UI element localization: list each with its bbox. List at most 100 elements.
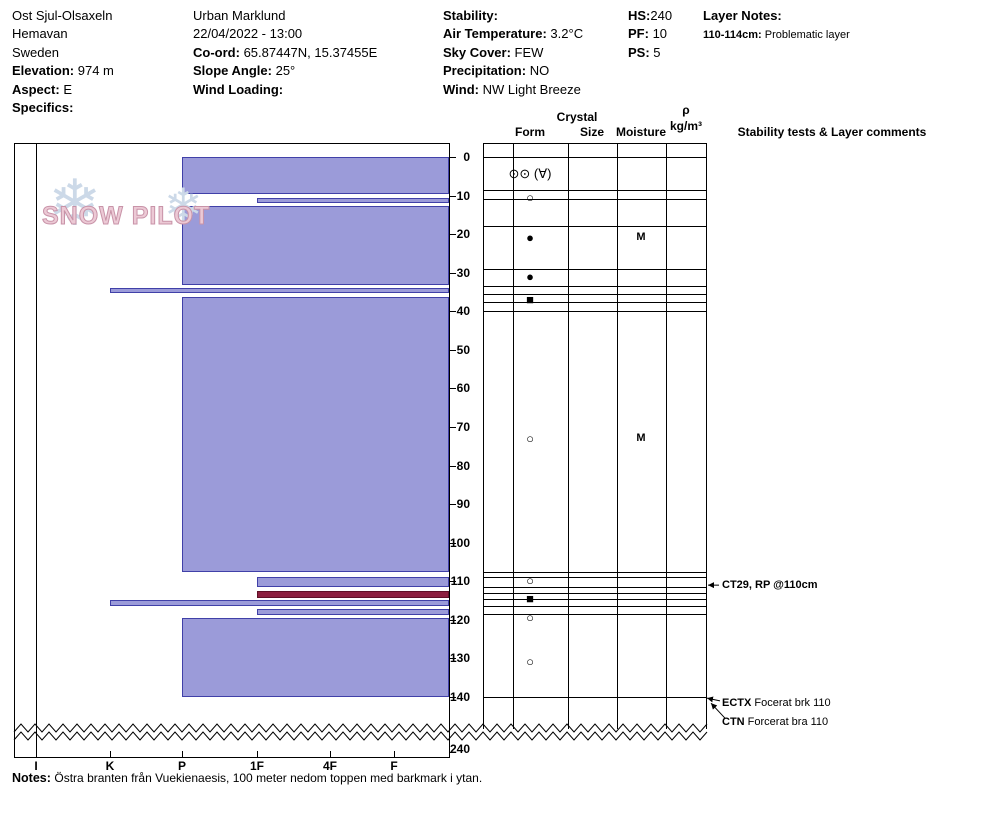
logo-text: SNOW PILOT <box>41 202 211 231</box>
air-temp-label: Air Temperature: <box>443 26 547 42</box>
coordinates: Co-ord: 65.87447N, 15.37455E <box>193 44 377 62</box>
hardness-axis-label: F <box>390 759 398 773</box>
layer-boundary-line <box>483 190 706 192</box>
depth-tick <box>449 581 456 583</box>
elevation-label: Elevation: <box>12 63 75 79</box>
ice-formation-symbol: ■ <box>526 590 534 606</box>
depth-label: 30 <box>456 265 470 280</box>
depth-tick <box>449 311 456 313</box>
hardness-axis-label: 1F <box>249 759 264 773</box>
layer-boundary-line <box>483 311 706 313</box>
snow-layer <box>110 599 449 607</box>
wind-loading-label: Wind Loading: <box>193 81 284 97</box>
melt-forms-symbol: ○ <box>526 189 534 205</box>
depth-tick <box>449 619 456 621</box>
columns-frame-top <box>483 143 706 144</box>
elevation-value: 974 m <box>77 63 114 79</box>
snow-layer <box>182 157 449 194</box>
coord-value: 65.87447N, 15.37455E <box>243 44 378 60</box>
slope-angle-label: Slope Angle: <box>193 63 272 79</box>
stability-test-annotation: CT29, RP @110cm <box>722 578 818 592</box>
sky-cover: Sky Cover: FEW <box>443 44 583 62</box>
depth-tick <box>449 388 456 390</box>
layer-boundary-line <box>483 226 706 228</box>
layer-boundary-line <box>483 614 706 616</box>
hs-label: HS: <box>628 8 651 23</box>
depth-tick <box>449 504 456 506</box>
layer-boundary-line <box>483 577 706 579</box>
depth-tick <box>449 427 456 428</box>
depth-label: 70 <box>456 420 470 434</box>
observer-name: Urban Marklund <box>193 8 286 23</box>
surface-mixed-forms-symbol: ⊙⊙ (∀) <box>508 166 552 182</box>
wind-value: NW Light Breeze <box>482 81 581 97</box>
column-divider <box>617 143 618 729</box>
hardness-tick <box>330 751 331 757</box>
hardness-tick <box>110 751 111 757</box>
slope-angle-value: 25° <box>275 63 296 79</box>
layer-boundary-line <box>483 286 706 288</box>
hardness-axis-label: 4F <box>322 759 337 773</box>
pf-value: 10 <box>652 26 668 42</box>
air-temperature: Air Temperature: 3.2°C <box>443 25 583 43</box>
hardness-axis-label: I <box>34 759 38 773</box>
depth-tick <box>449 234 456 236</box>
layer-boundary-line <box>483 571 706 573</box>
snow-layer <box>257 577 449 587</box>
depth-tick <box>449 752 456 753</box>
depth-label: 80 <box>456 458 470 473</box>
layer-notes-column: Layer Notes: 110-114cm: Problematic laye… <box>703 7 850 42</box>
site-name: Ost Sjul-Olsaxeln <box>12 8 113 23</box>
profile-frame-left <box>14 143 15 757</box>
depth-label: 110 <box>450 574 470 589</box>
sky-cover-label: Sky Cover: <box>443 44 511 60</box>
test-result: ECTX <box>722 696 752 709</box>
crystal-header: Crystal <box>556 110 598 124</box>
hardness-axis-label: P <box>177 759 186 773</box>
layer-boundary-line <box>483 199 706 201</box>
site-elevation: Elevation: 974 m <box>12 62 114 80</box>
pit-stats-column: HS:240 PF: 10 PS: 5 <box>628 7 672 62</box>
depth-label: 40 <box>456 304 470 319</box>
problematic-layer <box>257 590 449 598</box>
snowpilot-logo: ❄ ❄ SNOW PILOT <box>41 167 252 250</box>
layer-boundary-line <box>483 268 706 270</box>
ps-label: PS: <box>628 44 650 60</box>
melt-forms-symbol: ○ <box>526 654 534 670</box>
moisture-header: Moisture <box>615 125 666 139</box>
precipitation: Precipitation: NO <box>443 62 583 80</box>
layer-boundary-line <box>483 592 706 594</box>
profile-frame-right <box>449 143 450 757</box>
snow-layer <box>182 296 449 572</box>
layer-boundary-line <box>483 157 706 158</box>
pit-notes: Notes: Östra branten från Vuekienaesis, … <box>12 771 482 785</box>
form-header: Form <box>515 125 545 139</box>
rounded-grains-symbol: ● <box>526 268 534 284</box>
slope-angle: Slope Angle: 25° <box>193 62 377 80</box>
hardness-tick <box>257 751 258 757</box>
depth-tick <box>449 157 456 158</box>
hardness-tick <box>394 751 395 757</box>
snow-layer <box>257 609 449 615</box>
snowflake-icon: ❄ <box>48 167 102 239</box>
profile-frame-bottom <box>14 757 450 758</box>
column-divider <box>666 143 667 729</box>
layer-note-text: Problematic layer <box>764 29 850 42</box>
aspect-value: E <box>63 81 72 97</box>
depth-label: 50 <box>456 342 470 357</box>
snowflake-icon: ❄ <box>164 179 203 231</box>
ps-stat: PS: 5 <box>628 44 672 62</box>
snow-layer <box>182 206 449 286</box>
ice-formation-symbol: ■ <box>526 291 534 307</box>
depth-label: 90 <box>456 497 470 512</box>
aspect-label: Aspect: <box>12 81 60 97</box>
depth-tick <box>449 465 456 467</box>
hardness-axis-label: K <box>105 759 115 773</box>
density-symbol-header: ρ <box>682 103 690 117</box>
snow-layer <box>110 288 449 294</box>
site-aspect: Aspect: E <box>12 81 114 99</box>
wind-label: Wind: <box>443 81 479 97</box>
site-area: Hemavan <box>12 26 68 42</box>
site-specifics: Specifics: <box>12 99 114 117</box>
